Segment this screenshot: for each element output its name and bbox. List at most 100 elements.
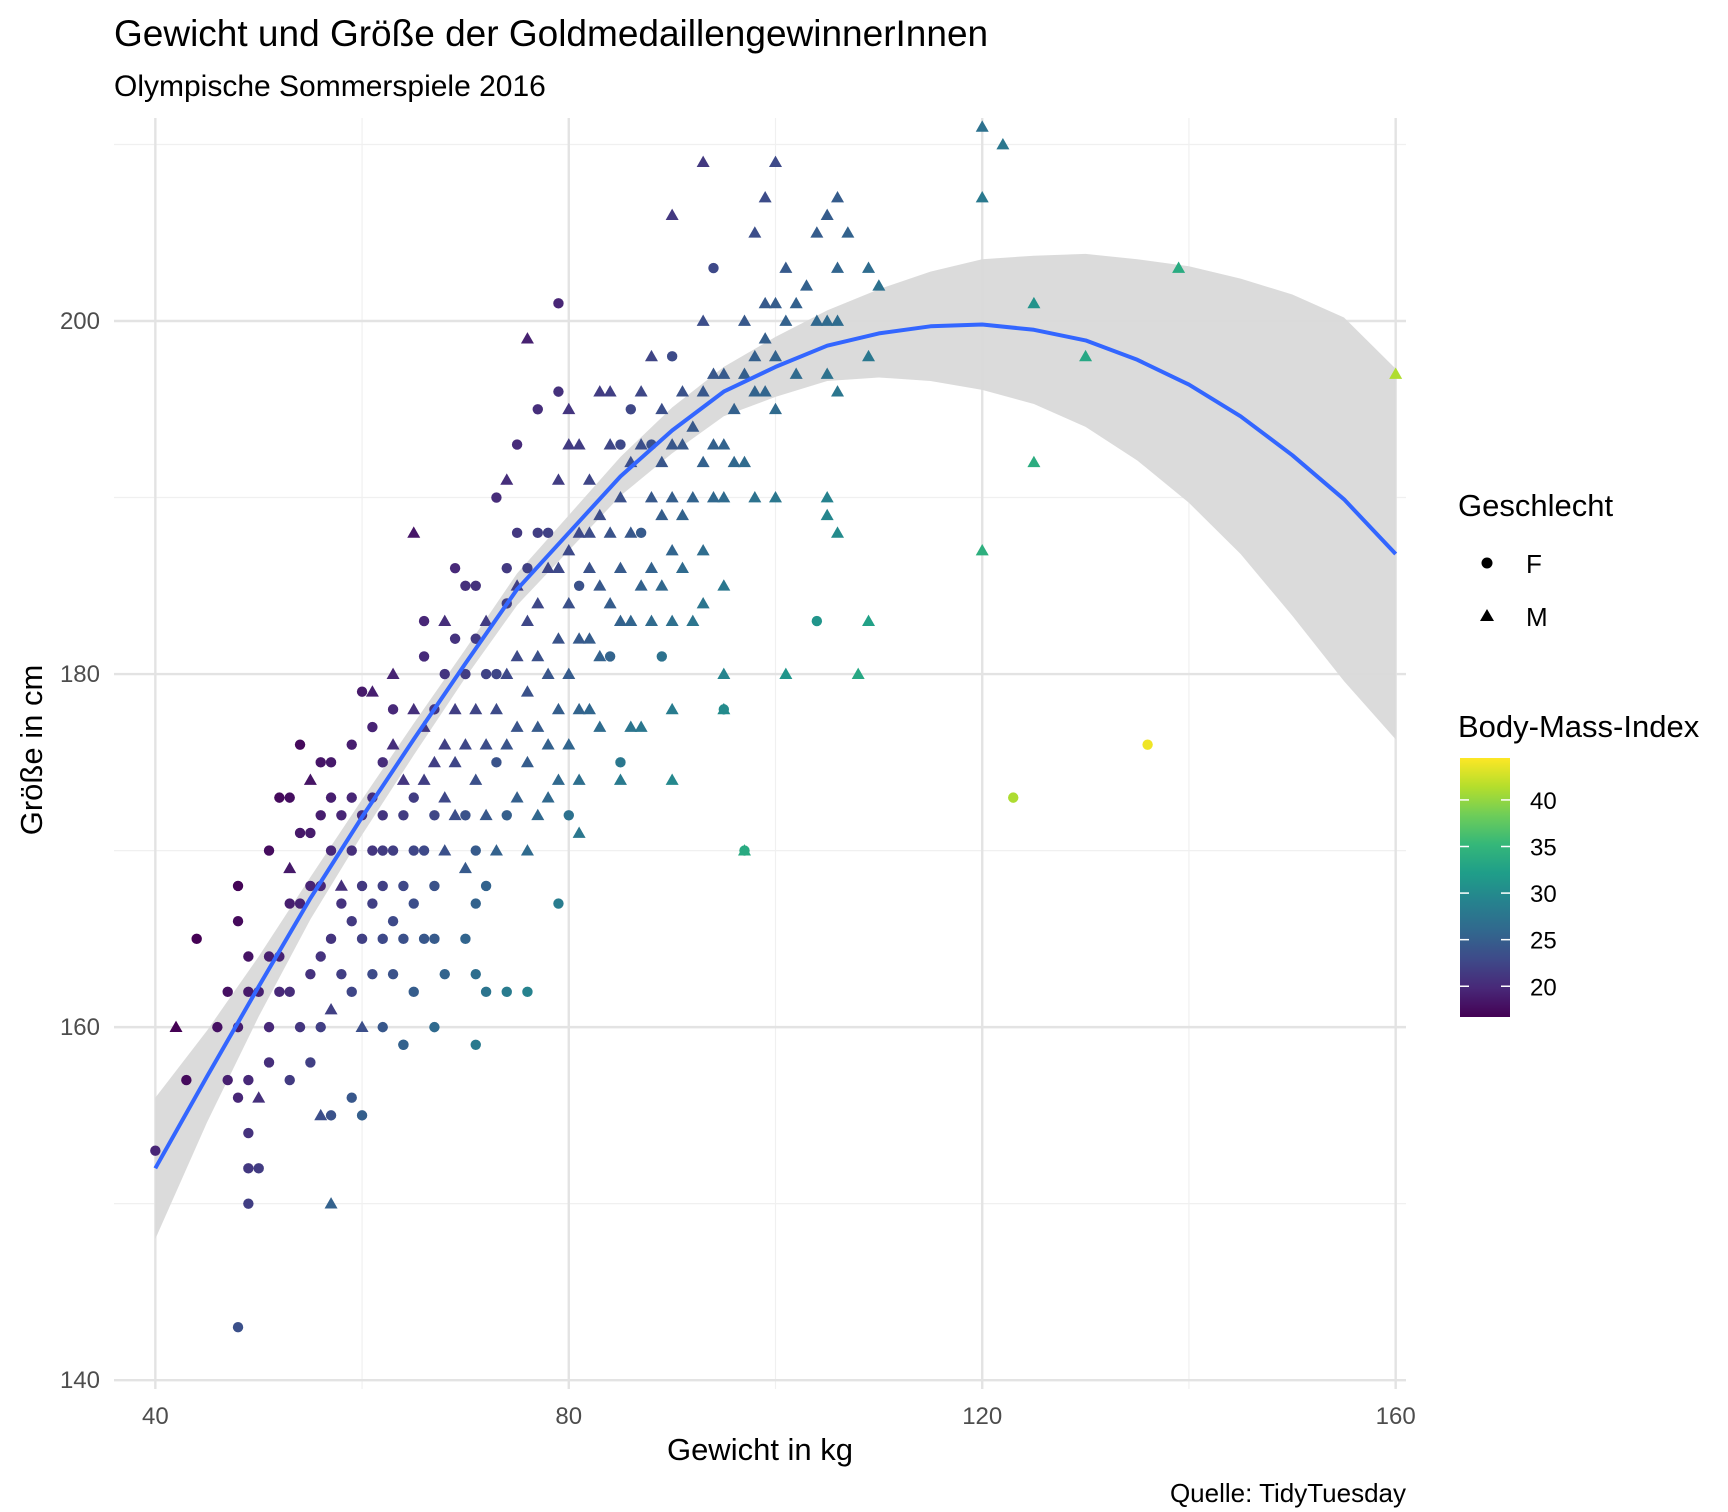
colorbar-tick-label-3: 35 [1530, 835, 1557, 862]
data-point-58 [334, 879, 348, 891]
data-point-231 [634, 438, 648, 450]
data-point-42 [314, 1108, 328, 1121]
data-point-239 [655, 579, 669, 591]
y-tick-label-2: 180 [60, 661, 100, 688]
data-point-155 [500, 473, 514, 485]
data-point-150 [501, 810, 512, 821]
legend-colorbar [1460, 758, 1510, 1017]
data-point-122 [449, 562, 461, 574]
data-point-136 [470, 633, 481, 644]
data-point-188 [563, 810, 574, 821]
data-point-206 [582, 473, 596, 485]
data-point-175 [541, 791, 555, 803]
legend-shape-key-m [1480, 609, 1494, 621]
data-point-227 [625, 404, 636, 415]
data-point-128 [460, 668, 471, 680]
y-tick-label-0: 140 [60, 1367, 100, 1394]
data-point-144 [489, 844, 503, 856]
data-point-274 [717, 367, 731, 379]
data-point-14 [243, 1127, 254, 1139]
data-point-38 [305, 968, 316, 980]
data-point-301 [811, 615, 823, 627]
data-point-306 [820, 367, 834, 379]
data-point-324 [1008, 792, 1019, 803]
data-point-127 [458, 738, 472, 750]
data-point-124 [460, 933, 471, 945]
data-point-180 [551, 773, 565, 785]
data-point-195 [572, 826, 586, 838]
data-point-19 [252, 1091, 266, 1103]
data-point-145 [491, 757, 502, 768]
data-point-181 [551, 702, 565, 715]
data-point-222 [615, 439, 626, 450]
data-point-141 [479, 738, 493, 750]
data-point-270 [717, 667, 731, 679]
data-point-86 [387, 704, 399, 715]
data-point-80 [377, 810, 388, 821]
data-point-77 [377, 933, 388, 945]
data-point-94 [398, 1039, 409, 1050]
data-point-83 [387, 968, 399, 980]
data-point-246 [665, 543, 679, 556]
data-point-28 [284, 1074, 295, 1086]
data-point-192 [562, 543, 576, 556]
data-point-304 [820, 508, 834, 521]
data-point-253 [675, 438, 689, 450]
data-point-110 [429, 810, 440, 821]
data-point-218 [615, 757, 626, 768]
data-point-313 [831, 190, 845, 203]
data-point-247 [665, 491, 679, 503]
legend-shape: Geschlecht F M [1458, 488, 1613, 632]
x-tick-label-0: 40 [142, 1403, 169, 1430]
data-point-263 [696, 155, 710, 168]
data-point-27 [274, 792, 285, 803]
data-point-156 [510, 791, 524, 803]
data-point-67 [356, 933, 368, 945]
data-point-105 [418, 651, 430, 662]
data-point-290 [769, 491, 783, 503]
data-point-223 [624, 720, 638, 732]
data-point-93 [396, 773, 410, 785]
data-point-10 [232, 880, 244, 892]
data-point-230 [635, 527, 647, 539]
data-point-54 [324, 1197, 338, 1209]
data-point-208 [593, 649, 607, 662]
data-point-201 [572, 438, 586, 450]
data-point-170 [531, 720, 545, 732]
data-point-317 [862, 349, 876, 362]
data-point-316 [862, 614, 876, 626]
data-point-259 [696, 543, 710, 556]
data-point-310 [831, 385, 845, 397]
data-point-229 [634, 579, 648, 591]
data-point-109 [429, 880, 440, 892]
data-point-64 [346, 739, 357, 750]
data-point-285 [748, 226, 762, 238]
data-point-330 [1389, 367, 1403, 379]
data-point-106 [418, 615, 430, 627]
data-point-147 [491, 668, 502, 680]
data-point-167 [520, 332, 534, 344]
data-point-205 [582, 526, 596, 538]
chart-subtitle: Olympische Sommerspiele 2016 [114, 70, 546, 103]
data-point-5 [222, 1074, 233, 1086]
data-point-16 [243, 986, 254, 998]
data-point-325 [1027, 296, 1041, 309]
data-point-60 [346, 986, 357, 998]
data-point-85 [387, 845, 399, 856]
data-point-307 [820, 314, 834, 326]
data-point-276 [727, 402, 741, 415]
data-point-34 [294, 898, 306, 909]
data-point-292 [769, 349, 783, 362]
data-point-329 [1172, 261, 1186, 273]
x-axis-ticks: 40 80 120 160 [142, 1403, 1416, 1430]
data-point-258 [696, 596, 710, 609]
data-point-228 [634, 720, 648, 732]
data-point-18 [253, 1163, 264, 1174]
data-point-183 [551, 561, 565, 574]
data-point-210 [593, 508, 607, 521]
data-point-22 [263, 951, 275, 962]
data-point-97 [408, 845, 419, 856]
x-tick-label-2: 120 [962, 1403, 1002, 1430]
data-point-245 [665, 614, 679, 626]
data-point-179 [542, 527, 554, 539]
